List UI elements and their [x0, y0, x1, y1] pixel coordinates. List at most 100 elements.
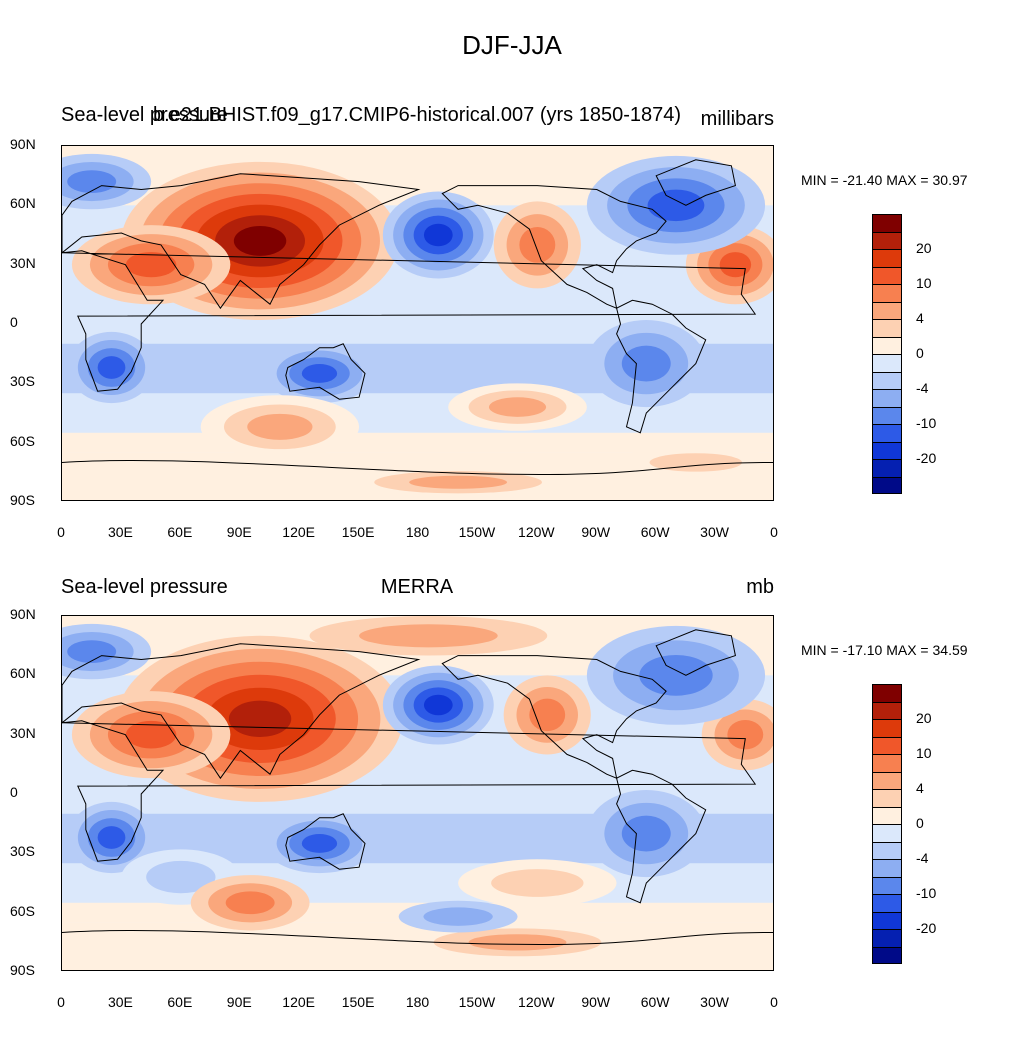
- colorbar-tick-label: 0: [916, 815, 924, 831]
- min-max-label: MIN = -21.40 MAX = 30.97: [801, 172, 968, 188]
- longitude-tick-label: 120W: [518, 994, 555, 1010]
- coastline: [655, 629, 736, 676]
- coastline: [62, 250, 757, 392]
- pressure-contour: [97, 826, 126, 849]
- longitude-tick-label: 90W: [581, 524, 611, 540]
- colorbar-swatch: [872, 876, 902, 894]
- colorbar-swatch: [872, 684, 902, 702]
- antarctica-coastline: [62, 459, 773, 476]
- panel-case-title: MERRA: [380, 576, 454, 598]
- colorbar-swatch: [872, 476, 902, 494]
- longitude-tick-label: 60E: [167, 524, 193, 540]
- latitude-tick-label: 60N: [10, 665, 36, 682]
- slp-difference-map: [62, 616, 773, 970]
- longitude-tick-label: 150W: [458, 524, 496, 540]
- panel-units: millibars: [700, 108, 774, 130]
- coastline: [616, 299, 707, 434]
- coastline: [441, 655, 667, 780]
- reanalysis-panel: Sea-level pressure MERRA mb 90N 60N 30N 0 30…: [0, 570, 1024, 1040]
- colorbar-swatch: [872, 736, 902, 754]
- latitude-tick-label: 30N: [10, 254, 36, 271]
- longitude-tick-label: 30W: [700, 524, 729, 540]
- contour-map: [61, 145, 774, 501]
- colorbar-tick-label: 10: [916, 275, 932, 291]
- pressure-contour: [423, 907, 493, 926]
- colorbar-tick-label: 10: [916, 745, 932, 761]
- longitude-tick-label: 150W: [458, 994, 496, 1010]
- colorbar-swatch: [872, 354, 902, 372]
- colorbar-tick-label: -10: [916, 885, 937, 901]
- pressure-contour: [649, 453, 742, 472]
- longitude-tick-label: 0: [770, 524, 778, 540]
- colorbar-swatch: [872, 266, 902, 284]
- colorbar-tick-label: 4: [916, 780, 924, 796]
- longitude-tick-label: 0: [770, 994, 778, 1010]
- pressure-contour: [225, 891, 275, 915]
- longitude-tick-label: 120E: [282, 524, 316, 540]
- colorbar-swatch: [872, 771, 902, 789]
- coastline: [62, 173, 421, 310]
- pressure-contour: [67, 640, 117, 664]
- pressure-contour: [639, 654, 713, 696]
- slp-difference-map: [62, 146, 773, 500]
- coastline: [62, 720, 757, 862]
- colorbar-tick-label: 0: [916, 345, 924, 361]
- pressure-contour: [301, 364, 338, 383]
- colorbar-swatch: [872, 389, 902, 407]
- colorbar-swatch: [872, 406, 902, 424]
- pressure-contour: [247, 413, 313, 440]
- longitude-tick-label: 180: [405, 524, 430, 540]
- pressure-contour: [423, 694, 453, 716]
- pressure-contour: [529, 698, 566, 732]
- latitude-tick-label: 90S: [10, 962, 35, 978]
- colorbar-swatch: [872, 231, 902, 249]
- colorbar-tick-label: -4: [916, 380, 929, 396]
- colorbar-swatch: [872, 214, 902, 232]
- panel-units: mb: [746, 576, 774, 598]
- longitude-tick-label: 180: [405, 994, 430, 1010]
- colorbar-tick-label: -10: [916, 415, 937, 431]
- longitude-tick-label: 90E: [226, 994, 252, 1010]
- pressure-contour: [647, 189, 705, 222]
- longitude-tick-label: 120E: [282, 994, 316, 1010]
- latitude-tick-label: 60S: [10, 432, 35, 449]
- pressure-contour: [719, 252, 752, 278]
- pressure-contour: [146, 860, 216, 894]
- colorbar-swatch: [872, 806, 902, 824]
- colorbar-swatch: [872, 841, 902, 859]
- latitude-tick-label: 60N: [10, 195, 36, 212]
- pressure-contour: [621, 345, 671, 382]
- pressure-contour: [409, 475, 508, 489]
- latitude-tick-label: 0: [10, 314, 18, 330]
- panel-variable-title: Sea-level pressure: [61, 104, 228, 126]
- colorbar-tick-label: -20: [916, 450, 937, 466]
- colorbar-swatch: [872, 824, 902, 842]
- latitude-tick-label: 30N: [10, 724, 36, 741]
- colorbar-swatch: [872, 284, 902, 302]
- colorbar-swatch: [872, 859, 902, 877]
- longitude-tick-label: 120W: [518, 524, 555, 540]
- pressure-contour: [519, 226, 556, 263]
- colorbar-swatch: [872, 424, 902, 442]
- colorbar-swatch: [872, 301, 902, 319]
- pressure-contour: [468, 934, 567, 951]
- colorbar-swatch: [872, 894, 902, 912]
- panel-case-title: b.e21.BHIST.f09_g17.CMIP6-historical.007…: [152, 104, 682, 126]
- coastline: [285, 343, 366, 400]
- longitude-tick-label: 30E: [107, 524, 133, 540]
- antarctica-coastline: [62, 929, 773, 946]
- longitude-tick-label: 150E: [341, 524, 375, 540]
- colorbar-swatch: [872, 946, 902, 964]
- longitude-tick-label: 60W: [640, 994, 670, 1010]
- colorbar-swatch: [872, 911, 902, 929]
- coastline: [285, 813, 366, 870]
- model-panel: Sea-level pressure b.e21.BHIST.f09_g17.C…: [0, 100, 1024, 570]
- longitude-tick-label: 30W: [700, 994, 729, 1010]
- longitude-tick-label: 60W: [640, 524, 670, 540]
- colorbar-tick-label: 4: [916, 310, 924, 326]
- pressure-contour: [125, 252, 177, 278]
- colorbar-tick-label: 20: [916, 710, 932, 726]
- coastline: [62, 643, 421, 780]
- colorbar-tick-label: -20: [916, 920, 937, 936]
- contour-map: [61, 615, 774, 971]
